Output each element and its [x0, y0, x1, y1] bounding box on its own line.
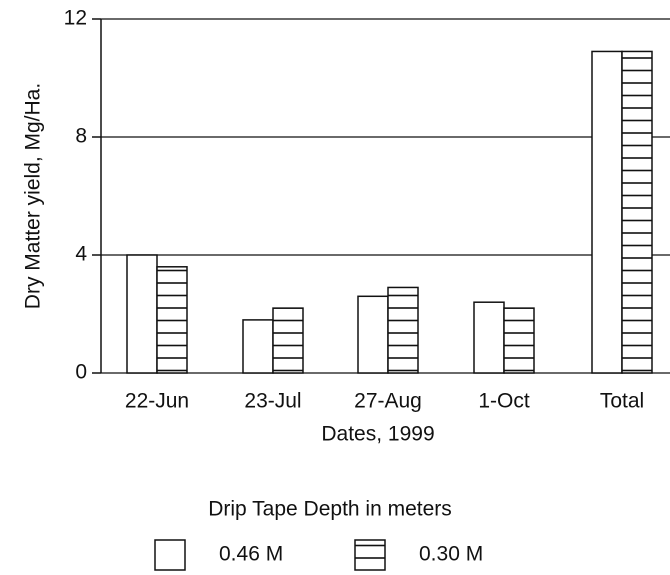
legend-title: Drip Tape Depth in meters	[208, 498, 452, 521]
bar	[503, 307, 535, 374]
legend-swatch	[154, 539, 186, 571]
bar	[591, 50, 623, 374]
y-tick-label: 0	[75, 361, 87, 384]
y-tick-label: 8	[75, 125, 87, 148]
legend-label: 0.30 M	[419, 543, 483, 566]
x-tick-label: 22-Jun	[125, 390, 189, 413]
legend-label: 0.46 M	[219, 543, 283, 566]
bar	[621, 50, 653, 374]
bar	[473, 301, 505, 374]
legend-swatch	[354, 539, 386, 571]
y-tick-label: 4	[75, 243, 87, 266]
y-tick-label: 12	[64, 7, 87, 30]
x-tick-label: 27-Aug	[354, 390, 422, 413]
x-axis-title: Dates, 1999	[321, 423, 434, 446]
y-axis-title: Dry Matter yield, Mg/Ha.	[22, 83, 45, 309]
bar	[357, 295, 389, 374]
bar	[387, 286, 419, 374]
x-tick-label: Total	[600, 390, 644, 413]
bar	[242, 319, 274, 374]
x-tick-label: 23-Jul	[244, 390, 301, 413]
bar	[272, 307, 304, 374]
bar	[126, 254, 158, 374]
x-tick-label: 1-Oct	[478, 390, 530, 413]
bar	[156, 266, 188, 374]
